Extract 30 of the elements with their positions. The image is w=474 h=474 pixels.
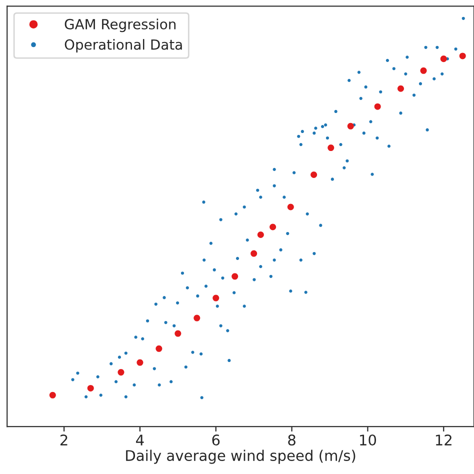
point (397, 85, 404, 92)
point (374, 103, 381, 110)
point (49, 392, 56, 398)
point (136, 359, 144, 366)
point (440, 56, 447, 62)
point (174, 330, 182, 337)
point (310, 171, 318, 178)
x-axis-title: Daily average wind speed (m/s) (126, 450, 356, 464)
x-tick-label: 12 (436, 434, 452, 446)
point (250, 250, 258, 257)
point (328, 144, 334, 152)
point (287, 204, 294, 210)
point (347, 122, 354, 130)
x-tick-label: 6 (212, 434, 220, 446)
point (87, 384, 94, 392)
point (459, 52, 466, 60)
x-tick-label: 2 (60, 434, 68, 446)
x-tick-label: 10 (360, 434, 376, 446)
point (156, 345, 162, 352)
point (194, 314, 200, 322)
x-tick-label: 4 (136, 434, 144, 446)
point (232, 273, 238, 280)
legend-label: Operational Data (64, 39, 182, 52)
point (420, 67, 427, 74)
point (270, 224, 276, 230)
point (257, 231, 264, 238)
point (118, 369, 124, 376)
point (212, 294, 220, 302)
x-tick-label: 8 (288, 434, 296, 446)
legend-label: GAM Regression (64, 18, 176, 32)
